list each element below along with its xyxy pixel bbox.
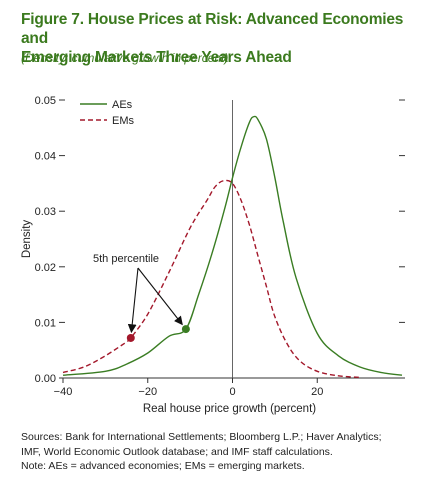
figure-title-line-2: Emerging Markets Three Years Ahead [21, 49, 292, 66]
figure-title-line-1: Figure 7. House Prices at Risk: Advanced… [21, 11, 404, 47]
annotation-arrow-ems [127, 267, 139, 334]
series-line-aes [62, 115, 403, 376]
series-line-ems [62, 179, 360, 379]
y-tick-label: 0.02 [35, 262, 56, 274]
source-line-1: Sources: Bank for International Settleme… [21, 431, 382, 443]
legend-label-aes: AEs [112, 99, 133, 111]
x-tick-label: −40 [54, 386, 73, 398]
y-tick-label: 0.00 [35, 373, 56, 385]
y-tick-label: 0.05 [35, 95, 56, 107]
density-chart: 0.00 0.01 0.02 0.03 0.04 0.05 −40 −20 0 20 Real ho… [21, 95, 405, 415]
annotation-arrow-aes [137, 267, 183, 326]
x-axis-label: Real house price growth (percent) [143, 403, 316, 415]
legend-label-ems: EMs [112, 115, 135, 127]
annotation-label: 5th percentile [93, 253, 159, 265]
figure-subtitle: (Density; cumulative growth in percent) [21, 51, 229, 65]
source-line-3: Note: AEs = advanced economies; EMs = em… [21, 460, 305, 472]
percentile-marker-ems [126, 333, 135, 342]
x-tick-label: −20 [138, 386, 157, 398]
percentile-marker-aes [181, 325, 190, 334]
y-axis-label: Density [21, 220, 33, 259]
y-tick-label: 0.04 [35, 151, 56, 163]
y-tick-label: 0.03 [35, 206, 56, 218]
y-tick-label: 0.01 [35, 317, 56, 329]
figure-title: Figure 7. House Prices at Risk: Advanced… [21, 10, 416, 67]
x-tick-label: 20 [311, 386, 323, 398]
x-tick-label: 0 [229, 386, 235, 398]
source-note: Sources: Bank for International Settleme… [21, 430, 416, 474]
source-line-2: IMF, World Economic Outlook database; an… [21, 445, 333, 458]
